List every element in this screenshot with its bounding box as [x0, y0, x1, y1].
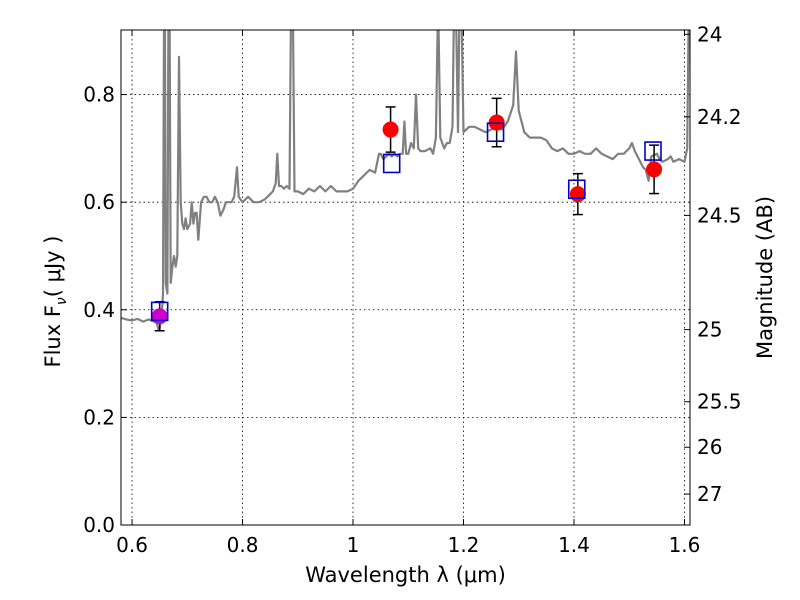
y-axis-title-subscript: ν	[54, 297, 70, 305]
x-tick-label: 1.2	[448, 533, 480, 557]
x-tick-label: 0.8	[227, 533, 259, 557]
observed-point-marker	[382, 121, 399, 138]
y-tick-label: 0.8	[83, 83, 115, 107]
y-tick-label: 0.0	[83, 513, 115, 537]
observed-point-marker	[569, 186, 586, 203]
y-axis-title-unit: ( μJy )	[41, 236, 65, 298]
axes: 0.6 0.8 1 1.2 1.4 1.6 0.0 0.2 0.4 0.6 0.8 24 24.2 24.…	[83, 22, 741, 557]
data-layer	[121, 30, 690, 332]
x-tick-label: 0.6	[116, 533, 148, 557]
x-tick-label: 1.4	[558, 533, 590, 557]
right-axis-title: Magnitude (AB)	[753, 196, 777, 359]
y-tick-label: 0.4	[83, 298, 115, 322]
right-axis-tick-label: 25.5	[697, 390, 742, 414]
right-axis-tick-label: 27	[697, 482, 722, 506]
model-flux-marker	[486, 122, 505, 143]
observed-point-marker	[646, 161, 663, 178]
y-tick-label: 0.2	[83, 405, 115, 429]
model-flux-marker	[382, 153, 401, 174]
model-spectrum-line	[121, 30, 690, 332]
y-axis-title-main: Flux F	[41, 305, 65, 367]
right-axis-tick-label: 24.2	[697, 105, 742, 129]
right-axis-tick-label: 26	[697, 435, 722, 459]
right-axis-tick-label: 25	[697, 318, 722, 342]
y-axis-title: Flux Fν( μJy )	[41, 236, 70, 368]
model-flux-marker	[644, 141, 662, 161]
x-axis-title: Wavelength λ (μm)	[305, 563, 506, 587]
model-flux-marker	[567, 179, 586, 200]
right-axis-tick-label: 24.5	[697, 203, 742, 227]
plot-frame	[120, 29, 691, 526]
special-point-marker	[151, 308, 168, 325]
x-tick-label: 1.6	[669, 533, 701, 557]
y-tick-label: 0.6	[83, 190, 115, 214]
x-tick-label: 1	[347, 533, 360, 557]
model-flux-marker	[150, 301, 169, 322]
right-axis-tick-label: 24	[697, 22, 722, 46]
